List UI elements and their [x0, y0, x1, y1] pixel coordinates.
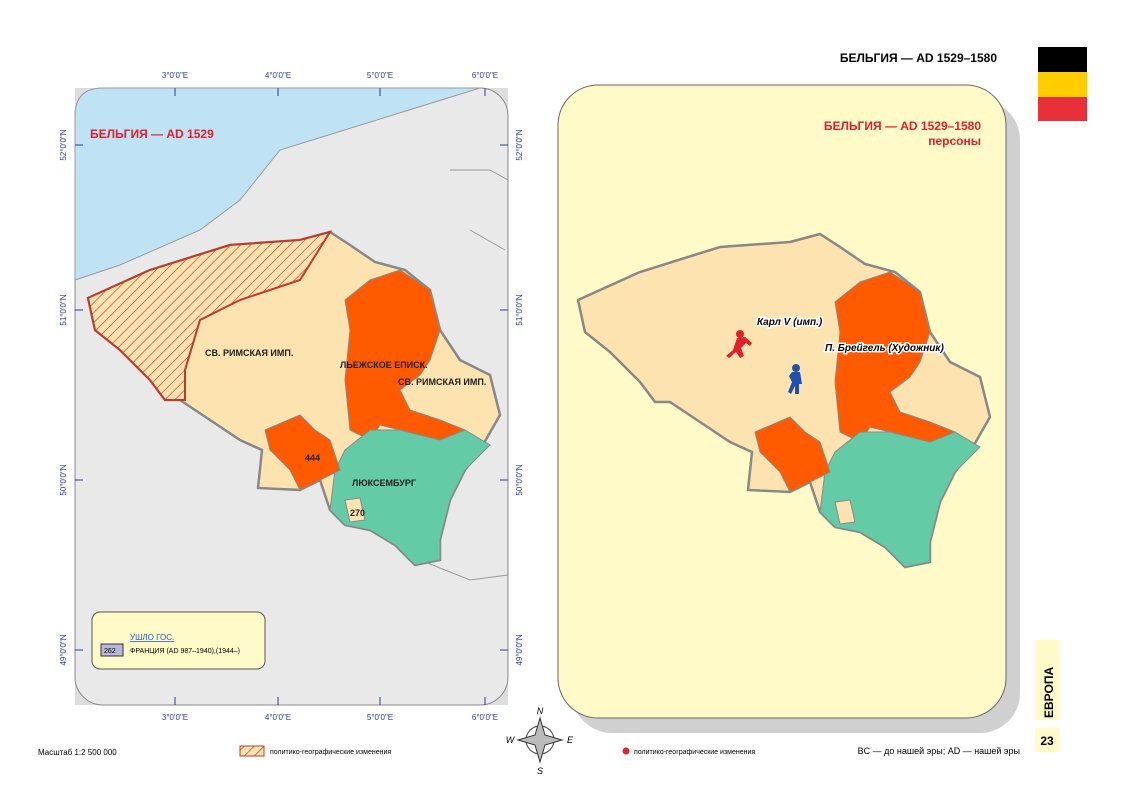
region-label: 444 [305, 453, 320, 463]
section-tab [1035, 640, 1059, 720]
section-label: ЕВРОПА [1042, 667, 1056, 718]
legend-code: 262 [104, 648, 116, 655]
page-number: 23 [1040, 734, 1054, 748]
lon-label: 6°0'0"E [472, 713, 498, 722]
flag-red [1038, 97, 1087, 121]
page-title: БЕЛЬГИЯ — AD 1529–1580 [840, 51, 997, 65]
region-label: СВ. РИМСКАЯ ИМП. [205, 348, 293, 358]
lon-label: 6°0'0"E [472, 71, 498, 80]
region-label: ЛЬЕЖСКОЕ ЕПИСК. [340, 360, 428, 370]
map-title: БЕЛЬГИЯ — AD 1529 [90, 127, 214, 141]
lon-label: 4°0'0"E [265, 71, 291, 80]
person-label: П. Брейгель (Художник) [825, 343, 944, 354]
lon-label: 3°0'0"E [162, 71, 188, 80]
right-map: БЕЛЬГИЯ — AD 1529–1580 персоны Карл V (и… [557, 84, 1020, 733]
footer-legend: политико-географические изменения [634, 749, 755, 756]
footer-note: BC — до нашей эры; AD — нашей эры [858, 746, 1020, 756]
lat-label: 52°0'0"N [515, 129, 524, 160]
map-subtitle: персоны [928, 134, 981, 148]
lat-label: 52°0'0"N [59, 129, 68, 160]
page-tab [1035, 728, 1059, 752]
graticule: 3°0'0"E 3°0'0"E 4°0'0"E 4°0'0"E 5°0'0"E 5°0'0… [59, 71, 524, 722]
region-label: СВ. РИМСКАЯ ИМП. [398, 377, 486, 387]
scale: Масштаб 1:2 500 000 [38, 748, 117, 757]
lat-label: 50°0'0"N [59, 464, 68, 495]
lat-label: 49°0'0"N [515, 634, 524, 665]
legend-dot [622, 747, 630, 755]
legend-box [91, 611, 266, 670]
compass: N W E S [506, 706, 574, 776]
legend-swatch [100, 643, 124, 657]
left-map: БЕЛЬГИЯ — AD 1529 СВ. РИМСКАЯ ИМП. ЛЬЕЖС… [59, 71, 524, 722]
lon-label: 3°0'0"E [162, 713, 188, 722]
compass-letter: S [537, 766, 543, 776]
lat-label: 50°0'0"N [515, 464, 524, 495]
legend-swatch [239, 745, 265, 757]
compass-letter: E [567, 735, 574, 745]
footer-legend: политико-географические изменения [270, 749, 391, 756]
legend-item: ФРАНЦИЯ (AD 987–1940),(1944–) [130, 648, 240, 655]
person-label: Карл V (имп.) [757, 317, 823, 328]
flag-yellow [1038, 72, 1087, 97]
region-label: 270 [350, 508, 365, 518]
map-title: БЕЛЬГИЯ — AD 1529–1580 [824, 119, 981, 133]
lat-label: 51°0'0"N [515, 294, 524, 325]
person-icon [788, 364, 802, 394]
lon-label: 5°0'0"E [367, 71, 393, 80]
compass-letter: W [506, 735, 516, 745]
sea [74, 87, 481, 281]
compass-letter: N [537, 706, 544, 716]
region-label: ЛЮКСЕМБУРГ [352, 478, 416, 488]
lat-label: 49°0'0"N [59, 634, 68, 665]
lat-label: 51°0'0"N [59, 294, 68, 325]
border-lines [419, 169, 509, 581]
lon-label: 5°0'0"E [367, 713, 393, 722]
person-icon [726, 330, 752, 358]
lon-label: 4°0'0"E [265, 713, 291, 722]
flag-black [1038, 47, 1087, 72]
changed-area [86, 230, 333, 401]
legend-heading: УШЛО ГОС. [130, 633, 174, 642]
